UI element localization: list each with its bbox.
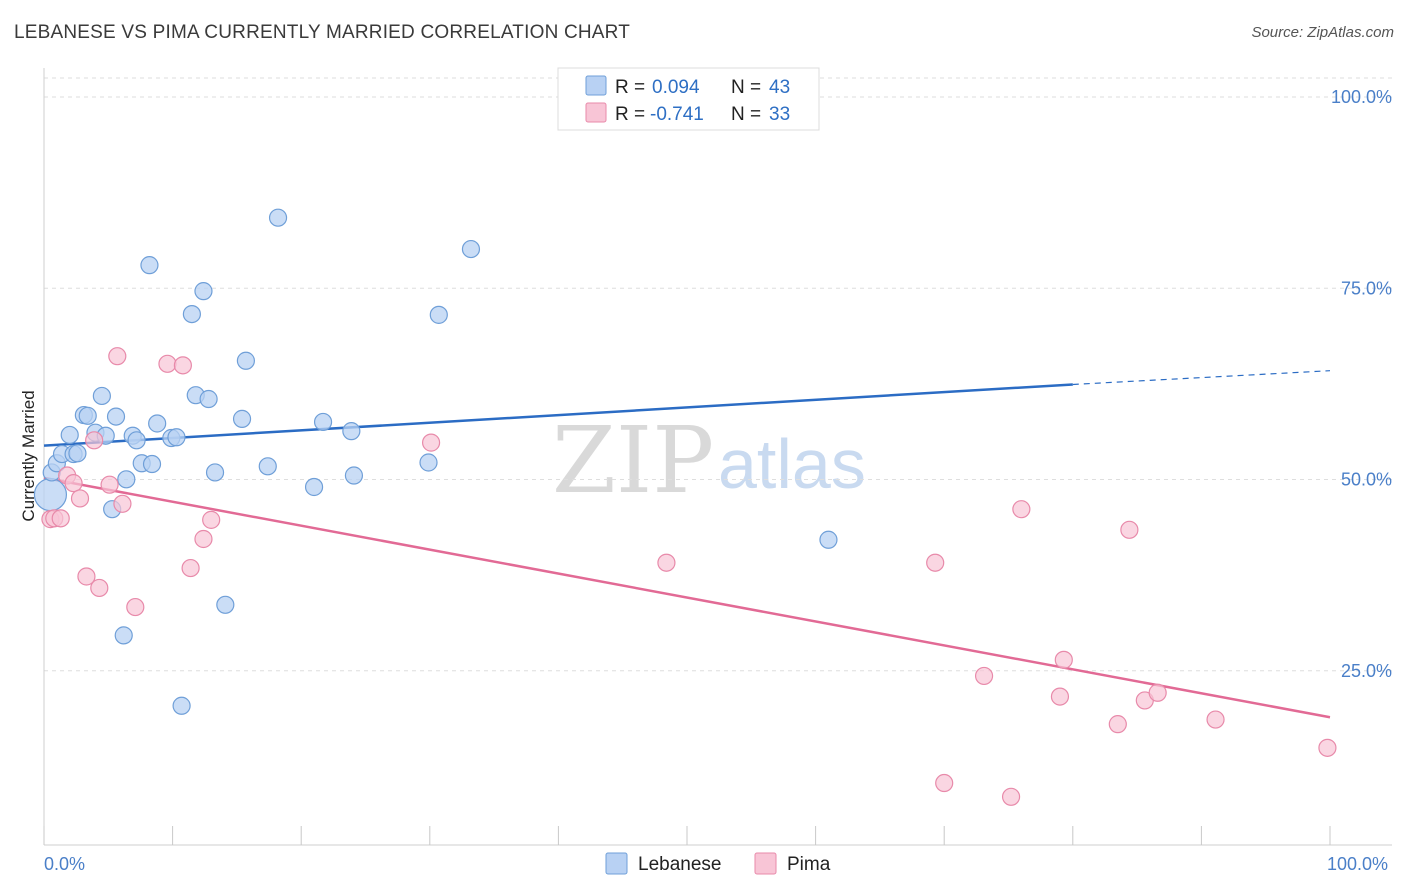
y-tick-label-25: 25.0% (1341, 661, 1392, 681)
point-pima (173, 356, 192, 375)
axes (43, 68, 1392, 846)
point-pima (85, 431, 104, 450)
point-pima (1012, 500, 1031, 519)
source-credit: Source: ZipAtlas.com (1251, 24, 1394, 41)
point-lebanese (167, 428, 186, 447)
y-tick-label-50: 50.0% (1341, 470, 1392, 490)
legend-pima-n-value: 33 (769, 104, 790, 125)
point-lebanese (313, 412, 333, 432)
point-lebanese (819, 530, 838, 549)
point-pima (126, 597, 145, 617)
point-lebanese (194, 282, 213, 301)
point-pima (1054, 650, 1073, 669)
point-lebanese (236, 351, 256, 370)
point-pima (70, 489, 90, 508)
point-lebanese (127, 431, 146, 450)
point-pima (90, 578, 109, 598)
point-lebanese (60, 425, 79, 445)
point-pima (421, 433, 441, 452)
point-pima (1318, 738, 1337, 757)
point-lebanese (199, 389, 218, 409)
point-lebanese (33, 478, 68, 512)
point-pima (657, 553, 676, 572)
point-lebanese (182, 304, 201, 324)
point-lebanese (232, 409, 252, 428)
bottom-legend-swatch-lebanese (605, 852, 628, 875)
point-lebanese (419, 453, 438, 472)
point-pima (1001, 787, 1021, 806)
point-pima (64, 474, 83, 493)
point-pima (974, 666, 994, 686)
point-lebanese (304, 477, 324, 497)
bottom-legend-label-lebanese: Lebanese (638, 854, 721, 875)
point-lebanese (92, 386, 111, 406)
x-ticks (43, 826, 1331, 845)
point-pima (202, 510, 221, 529)
point-pima (51, 509, 70, 528)
point-lebanese (258, 457, 277, 476)
legend-lebanese-r-label: R = (615, 77, 645, 98)
point-lebanese (172, 696, 191, 715)
point-lebanese (78, 406, 97, 425)
point-pima (1206, 710, 1225, 729)
point-lebanese (268, 208, 288, 227)
point-pima (77, 567, 96, 586)
point-pima (1120, 520, 1139, 539)
trend-line-lebanese-extension (1072, 370, 1331, 386)
legend-swatch-lebanese (585, 75, 607, 96)
y-axis-label: Currently Married (19, 390, 38, 521)
trend-line-lebanese (43, 383, 1073, 447)
legend-lebanese-r-value: 0.094 (652, 77, 700, 98)
point-pima (1050, 687, 1070, 706)
bottom-legend-label-pima: Pima (787, 854, 831, 875)
point-lebanese (142, 454, 162, 474)
bottom-legend-swatch-pima (754, 852, 777, 875)
point-pima (926, 553, 945, 572)
y-tick-label-100: 100.0% (1331, 87, 1392, 107)
watermark-zip: ZIP (552, 407, 714, 514)
point-lebanese (205, 463, 225, 482)
point-pima (113, 494, 132, 513)
legend-pima-r-value: -0.741 (650, 104, 704, 125)
point-lebanese (342, 422, 361, 441)
point-lebanese (461, 239, 481, 259)
point-pima (158, 354, 177, 373)
chart-title: LEBANESE VS PIMA CURRENTLY MARRIED CORRE… (14, 22, 631, 43)
point-lebanese (216, 595, 235, 614)
point-pima (100, 475, 119, 494)
pima-points (41, 347, 1337, 806)
legend-lebanese-n-value: 43 (769, 77, 790, 98)
lebanese-points (33, 208, 838, 715)
trend-line-pima (43, 476, 1331, 719)
point-lebanese (429, 305, 448, 324)
legend-swatch-pima (585, 102, 607, 123)
x-tick-label-min: 0.0% (44, 854, 85, 874)
legend-lebanese-n-label: N = (731, 77, 761, 98)
y-tick-labels: 25.0% 50.0% 75.0% 100.0% (1331, 87, 1392, 681)
point-pima (1108, 715, 1127, 734)
point-pima (194, 529, 213, 549)
legend-pima-r-label: R = (615, 104, 645, 125)
legend-pima-n-label: N = (731, 104, 761, 125)
point-lebanese (148, 414, 167, 433)
point-pima (108, 347, 127, 366)
watermark-atlas: atlas (718, 425, 866, 503)
point-lebanese (140, 256, 159, 275)
point-lebanese (344, 466, 364, 485)
point-pima (181, 558, 200, 578)
bottom-legend: Lebanese Pima (605, 852, 831, 875)
x-tick-label-max: 100.0% (1327, 854, 1388, 874)
point-pima (1148, 683, 1167, 702)
point-lebanese (114, 626, 133, 645)
top-legend: R = 0.094 N = 43 R = -0.741 N = 33 (557, 67, 820, 131)
point-pima (935, 773, 954, 793)
point-lebanese (106, 407, 126, 426)
point-lebanese (68, 444, 87, 463)
gridlines (44, 77, 1392, 672)
point-lebanese (117, 470, 136, 489)
y-tick-label-75: 75.0% (1341, 278, 1392, 298)
trend-lines (43, 370, 1331, 719)
